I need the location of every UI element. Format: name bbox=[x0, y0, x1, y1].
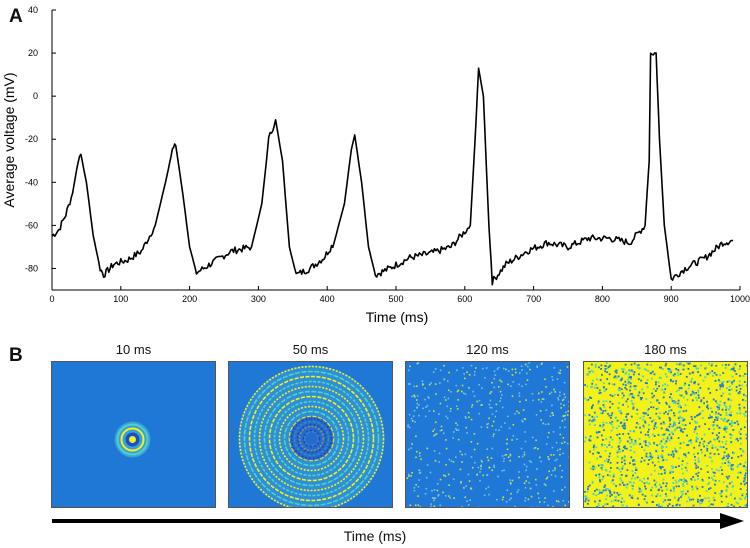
x-tick-label: 200 bbox=[182, 294, 197, 304]
snapshot-title: 120 ms bbox=[466, 342, 509, 357]
x-tick-label: 800 bbox=[595, 294, 610, 304]
x-axis-label: Time (ms) bbox=[366, 309, 428, 325]
timeline-label: Time (ms) bbox=[343, 528, 407, 544]
x-tick-label: 700 bbox=[526, 294, 541, 304]
y-tick-label: 40 bbox=[28, 5, 38, 15]
y-tick-label: -80 bbox=[25, 263, 38, 273]
y-tick-label: -60 bbox=[25, 220, 38, 230]
snapshot-image bbox=[228, 361, 393, 508]
snapshot-image bbox=[405, 361, 570, 508]
y-tick-label: -20 bbox=[25, 134, 38, 144]
x-tick-label: 300 bbox=[251, 294, 266, 304]
snapshot-title: 10 ms bbox=[115, 342, 152, 357]
x-tick-label: 900 bbox=[664, 294, 679, 304]
snapshot-title: 180 ms bbox=[644, 342, 687, 357]
y-tick-label: 20 bbox=[28, 48, 38, 58]
snapshot-image bbox=[583, 361, 748, 508]
chart-axes bbox=[51, 10, 740, 291]
timeline-arrow bbox=[52, 513, 744, 529]
voltage-trace bbox=[51, 52, 734, 286]
x-tick-label: 500 bbox=[388, 294, 403, 304]
panel-label-a: A bbox=[9, 6, 23, 27]
panel-label-b: B bbox=[9, 345, 23, 366]
snapshot-image bbox=[51, 361, 216, 508]
y-tick-label: -40 bbox=[25, 177, 38, 187]
x-tick-label: 400 bbox=[320, 294, 335, 304]
x-tick-label: 100 bbox=[113, 294, 128, 304]
snapshot-title: 50 ms bbox=[292, 342, 329, 357]
x-tick-label: 600 bbox=[457, 294, 472, 304]
x-tick-label: 0 bbox=[49, 294, 54, 304]
x-tick-label: 1000 bbox=[730, 294, 750, 304]
chart-series bbox=[51, 52, 734, 286]
y-tick-label: 0 bbox=[33, 91, 38, 101]
chart-ticks: 0 100 200 300 400 500 600 700 800 900 100040200-20… bbox=[25, 5, 750, 304]
y-axis-label: Average voltage (mV) bbox=[1, 72, 17, 207]
